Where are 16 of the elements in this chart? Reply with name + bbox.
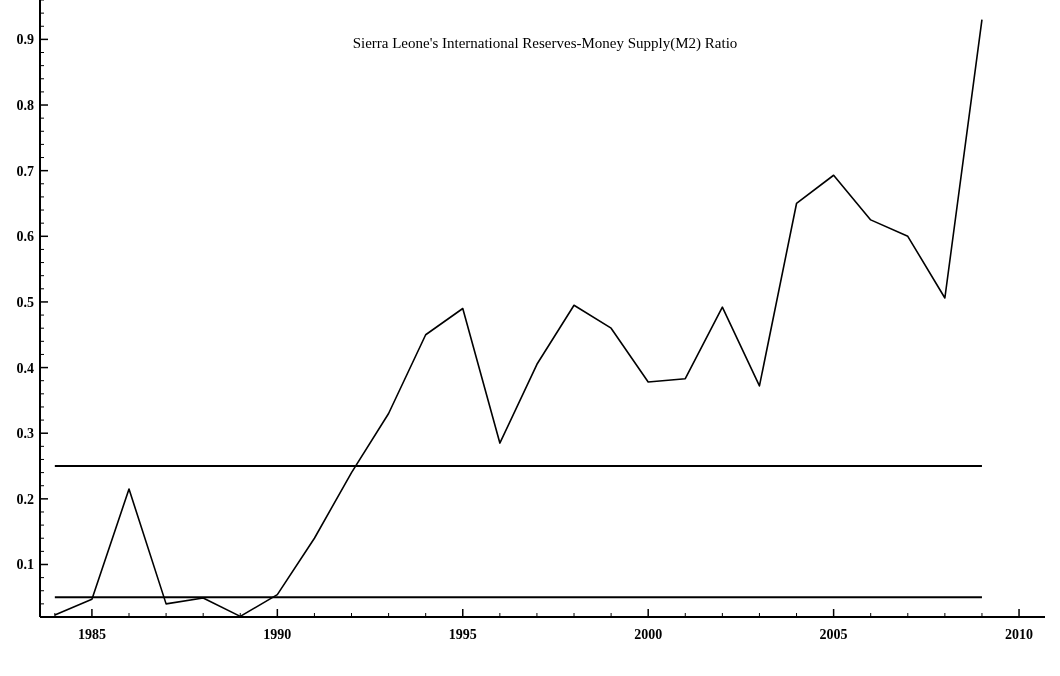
x-tick-label: 2005	[819, 627, 848, 642]
y-tick-label: 0.6	[16, 229, 34, 245]
x-tick-label: 2000	[634, 627, 663, 642]
y-tick-label: 0.8	[16, 98, 34, 114]
y-tick-label: 0.4	[16, 360, 34, 376]
y-tick-label: 0.2	[16, 491, 34, 507]
y-tick-label: 0.1	[16, 557, 34, 573]
y-tick-label: 0.9	[16, 32, 34, 48]
x-tick-label: 1985	[77, 627, 106, 642]
x-tick-label: 2010	[1005, 627, 1034, 642]
y-tick-label: 0.7	[16, 163, 34, 179]
y-tick-label: 0.5	[16, 294, 34, 310]
x-tick-label: 1995	[448, 627, 477, 642]
y-tick-label: 0.3	[16, 426, 34, 442]
x-tick-label: 1990	[263, 627, 292, 642]
text: Sierra Leone's International Reserves-Money Supply(M2) Ratio	[352, 35, 738, 52]
